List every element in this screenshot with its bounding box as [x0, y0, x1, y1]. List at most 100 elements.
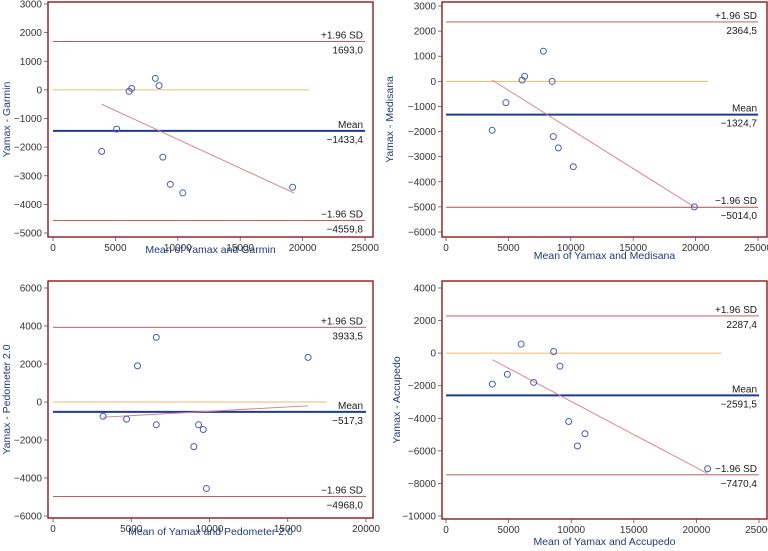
y-tick-label: −6000 [14, 512, 43, 523]
upper-limit-value: 3933,5 [332, 331, 363, 342]
y-tick-label: −2000 [14, 436, 43, 447]
lower-limit-value: −5014,0 [721, 211, 758, 222]
panel-3: −6000 −4000 −2000 0 2000 4000 6000 0 5000 10000 15… [1, 280, 380, 538]
data-point [565, 418, 573, 426]
x-tick-label: 20000 [682, 525, 710, 536]
data-point [521, 72, 529, 80]
x-axis-label: Mean of Yamax and Pedometer 2.0 [128, 526, 293, 538]
x-tick-label: 10000 [196, 524, 224, 535]
y-tick-label: 1000 [20, 57, 43, 68]
lower-limit-value: −4968,0 [327, 500, 364, 511]
y-tick-label: 3000 [414, 2, 437, 13]
y-tick-label: 0 [430, 77, 436, 88]
data-point [179, 189, 187, 197]
upper-limit-value: 1693,0 [332, 45, 363, 56]
data-point [488, 380, 496, 388]
x-tick-label: 25000 [351, 243, 379, 254]
mean-value: −517,3 [332, 416, 363, 427]
regression-line [492, 359, 708, 475]
data-point [548, 77, 556, 85]
data-point [503, 370, 511, 378]
data-point [704, 465, 712, 473]
x-tick-label: 0 [50, 524, 56, 535]
y-tick-label: −5000 [14, 229, 43, 240]
data-point [581, 430, 589, 438]
mean-label: Mean [732, 104, 757, 115]
regression-line [101, 103, 295, 194]
y-tick-label: 6000 [20, 284, 43, 295]
x-tick-label: 5000 [120, 524, 143, 535]
regression-line [491, 79, 695, 208]
upper-limit-label: +1.96 SD [715, 11, 757, 22]
lower-limit-label: −1.96 SD [321, 209, 363, 220]
x-tick-label: 20000 [682, 243, 710, 254]
data-point [517, 340, 525, 348]
data-point [152, 333, 160, 341]
data-point [190, 443, 198, 451]
panel-4: −10000 −8000 −6000 −4000 −2000 0 2000 4000 0 5000… [391, 280, 768, 548]
y-tick-label: −1000 [408, 102, 437, 113]
mean-value: −2591,5 [721, 399, 758, 410]
y-tick-label: 0 [36, 85, 42, 96]
data-point [123, 415, 131, 423]
y-tick-label: 0 [430, 349, 436, 360]
x-tick-label: 25000 [745, 525, 768, 536]
y-tick-label: −2000 [14, 143, 43, 154]
x-tick-label: 25000 [744, 243, 768, 254]
y-tick-label: −6000 [408, 446, 437, 457]
y-tick-label: 2000 [414, 316, 437, 327]
x-tick-label: 15000 [620, 525, 648, 536]
data-point [550, 348, 558, 356]
y-tick-label: 2000 [414, 27, 437, 38]
mean-value: −1324,7 [721, 119, 758, 130]
x-tick-label: 15000 [274, 524, 302, 535]
data-point [195, 421, 203, 429]
data-point [152, 421, 160, 429]
mean-label: Mean [338, 120, 363, 131]
x-tick-label: 0 [50, 243, 56, 254]
y-tick-label: −3000 [408, 152, 437, 163]
x-tick-label: 5000 [497, 525, 520, 536]
mean-label: Mean [338, 401, 363, 412]
y-axis-label: Yamax - Medisana [384, 76, 396, 163]
y-tick-label: −8000 [408, 479, 437, 490]
panel-frame [47, 280, 374, 519]
data-point [98, 147, 106, 155]
y-tick-label: −4000 [408, 177, 437, 188]
x-axis-label: Mean of Yamax and Garmin [145, 244, 276, 256]
data-point [573, 442, 581, 450]
x-tick-label: 10000 [557, 525, 585, 536]
data-point [166, 180, 174, 188]
y-tick-label: 1000 [414, 52, 437, 63]
data-point [159, 153, 167, 161]
data-point [556, 362, 564, 370]
y-tick-label: −4000 [14, 474, 43, 485]
data-point [128, 84, 136, 92]
x-tick-label: 0 [443, 525, 449, 536]
y-tick-label: −10000 [402, 512, 436, 523]
data-point [569, 163, 577, 171]
x-axis-label: Mean of Yamax and Medisana [534, 250, 676, 262]
data-point [539, 47, 547, 55]
panel-2: −6000 −5000 −4000 −3000 −2000 −1000 0 1000 2000 3… [384, 1, 768, 262]
data-point [304, 353, 312, 361]
lower-limit-value: −4559,8 [327, 224, 364, 235]
x-tick-label: 15000 [619, 243, 647, 254]
lower-limit-label: −1.96 SD [715, 196, 757, 207]
lower-limit-label: −1.96 SD [715, 464, 757, 475]
y-tick-label: −4000 [14, 200, 43, 211]
data-point [155, 82, 163, 90]
mean-value: −1433,4 [327, 135, 364, 146]
data-point [488, 126, 496, 134]
data-point [289, 183, 297, 191]
upper-limit-value: 2364,5 [726, 26, 757, 37]
data-point [502, 99, 510, 107]
panel-1: −5000 −4000 −3000 −2000 −1000 0 1000 2000 3000 0 5… [1, 0, 379, 256]
data-point [151, 74, 159, 82]
upper-limit-label: +1.96 SD [321, 30, 363, 41]
panel-frame [47, 1, 374, 238]
y-axis-label: Yamax - Pedometer 2.0 [1, 344, 13, 454]
x-tick-label: 10000 [557, 243, 585, 254]
lower-limit-value: −7470,4 [721, 479, 758, 490]
